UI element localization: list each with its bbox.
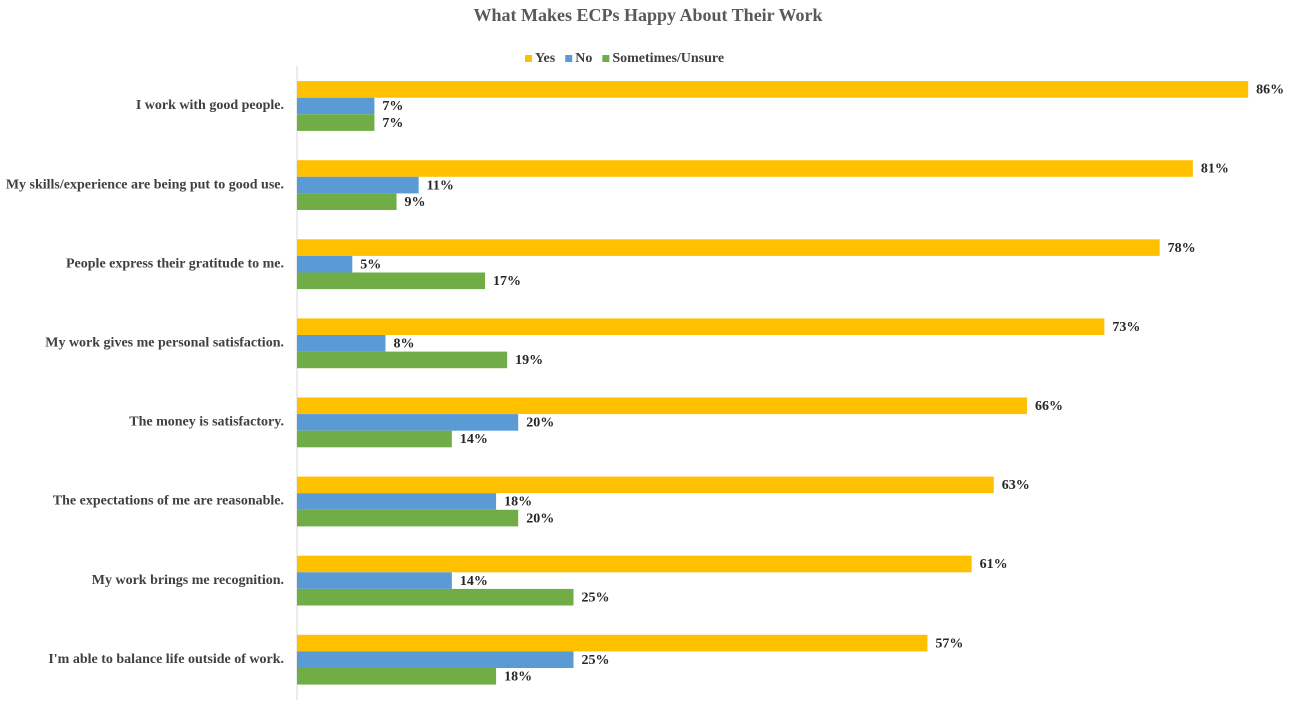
- category-label: People express their gratitude to me.: [66, 256, 284, 271]
- bar: [297, 81, 1249, 98]
- bar: [297, 555, 972, 573]
- bar: [297, 193, 397, 210]
- bar: [297, 651, 574, 668]
- value-label: 17%: [493, 274, 521, 289]
- category-label: My work gives me personal satisfaction.: [45, 336, 284, 351]
- bar: [297, 588, 574, 606]
- bar: [297, 476, 994, 494]
- value-label: 81%: [1201, 162, 1229, 177]
- value-label: 63%: [1002, 478, 1030, 493]
- value-label: 5%: [360, 257, 381, 272]
- bar: [297, 493, 497, 510]
- legend-label: Sometimes/Unsure: [612, 51, 724, 66]
- bar: [297, 572, 452, 589]
- bar: [297, 634, 928, 652]
- value-label: 25%: [582, 590, 610, 605]
- bar: [297, 239, 1160, 256]
- category-label: My skills/experience are being put to go…: [6, 177, 284, 192]
- value-label: 57%: [935, 636, 963, 651]
- value-label: 7%: [382, 116, 403, 131]
- value-label: 20%: [526, 511, 554, 526]
- value-label: 86%: [1256, 83, 1284, 98]
- value-label: 61%: [980, 557, 1008, 572]
- value-label: 14%: [460, 574, 488, 589]
- value-label: 18%: [504, 495, 532, 510]
- legend-swatch: [602, 55, 610, 62]
- bar: [297, 318, 1105, 335]
- value-label: 66%: [1035, 399, 1063, 414]
- value-label: 7%: [382, 99, 403, 114]
- category-label: I work with good people.: [136, 98, 284, 113]
- value-label: 9%: [405, 195, 426, 210]
- bar: [297, 351, 508, 369]
- bar: [297, 397, 1027, 415]
- bar: [297, 272, 486, 290]
- value-label: 14%: [460, 432, 488, 447]
- bar: [297, 509, 519, 527]
- category-label: The money is satisfactory.: [129, 415, 284, 430]
- legend-label: Yes: [535, 51, 556, 66]
- bar: [297, 668, 497, 685]
- chart-title: What Makes ECPs Happy About Their Work: [473, 5, 822, 25]
- legend-swatch: [565, 55, 573, 62]
- value-label: 8%: [393, 337, 414, 352]
- bar: [297, 414, 519, 431]
- legend-swatch: [525, 55, 532, 62]
- value-label: 18%: [504, 670, 532, 685]
- value-label: 11%: [427, 178, 454, 193]
- category-label: The expectations of me are reasonable.: [53, 494, 284, 509]
- value-label: 20%: [526, 416, 554, 431]
- legend-label: No: [575, 51, 592, 66]
- bar: [297, 176, 419, 194]
- value-label: 19%: [515, 353, 543, 368]
- bar: [297, 335, 386, 352]
- bar: [297, 255, 353, 273]
- category-label: My work brings me recognition.: [92, 573, 284, 588]
- bar: [297, 97, 375, 115]
- value-label: 25%: [582, 653, 610, 668]
- value-label: 73%: [1112, 320, 1140, 335]
- bar: [297, 114, 375, 131]
- bar: [297, 160, 1193, 177]
- bar: [297, 430, 452, 448]
- category-label: I'm able to balance life outside of work…: [48, 652, 284, 667]
- value-label: 78%: [1168, 241, 1196, 256]
